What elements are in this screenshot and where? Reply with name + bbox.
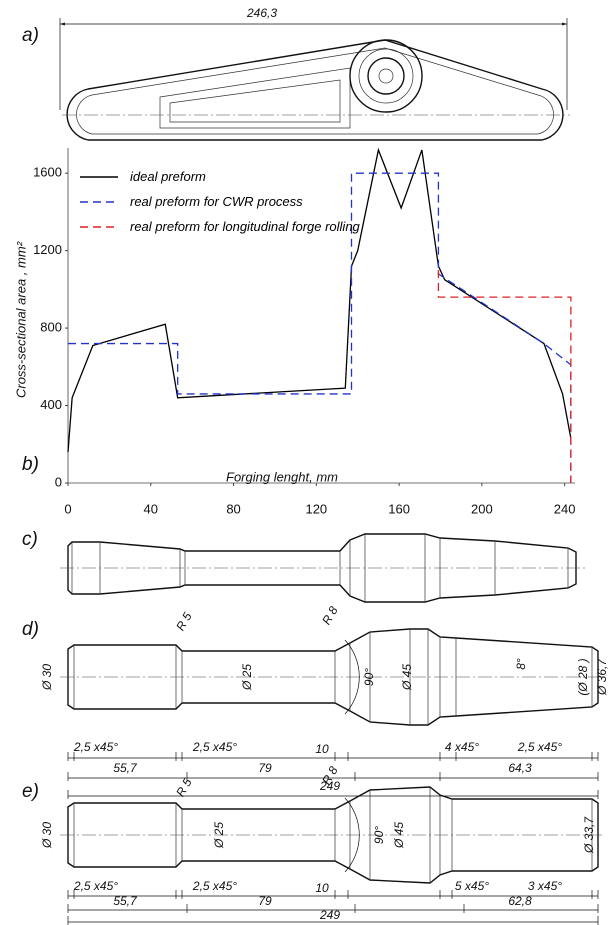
x-tick-label: 80 <box>226 501 240 516</box>
chart: 0 400 800 1200 1600 0 40 80 120 160 200 240 Forging … <box>13 147 576 516</box>
dimension-text: Ø 30 <box>40 664 54 691</box>
boss <box>349 39 423 113</box>
shaft-drawing <box>60 628 605 799</box>
dimension-text: 64,3 <box>508 761 532 775</box>
dimension-text: R 5 <box>173 776 195 799</box>
dimension-text: 79 <box>258 894 272 908</box>
y-tick-label: 1200 <box>33 242 62 257</box>
legend-swatch <box>80 201 118 203</box>
dimension-text: Ø 25 <box>240 664 254 691</box>
dimension-text: 5 x45° <box>455 879 489 893</box>
panel-label: b) <box>22 454 39 475</box>
x-tick-label: 240 <box>554 501 576 516</box>
outline <box>67 628 599 726</box>
x-tick-label: 200 <box>471 501 493 516</box>
legend-swatch <box>80 176 118 178</box>
x-tick-label: 120 <box>305 501 327 516</box>
dimension-text: 2,5 x45° <box>73 879 118 893</box>
x-tick-label: 0 <box>64 501 71 516</box>
dimension-text: 10 <box>315 742 329 756</box>
x-tick-label: 40 <box>144 501 158 516</box>
dimension-text: 10 <box>315 881 329 895</box>
dimension-text: 3 x45° <box>528 879 562 893</box>
series-line <box>68 172 572 483</box>
rod-inner <box>76 47 554 135</box>
dimension-text: Ø 45 <box>400 664 414 691</box>
boss <box>367 57 405 95</box>
dimensions-d: R 5 R 8 Ø 30 Ø 25 90° Ø 45 8° (Ø 28 ) Ø … <box>40 604 609 794</box>
boss <box>358 48 414 104</box>
legend: ideal preform real preform for CWR proces… <box>80 168 380 243</box>
panel-label: e) <box>22 781 39 802</box>
dimension-text: Ø 25 <box>212 822 226 849</box>
dimension-text: Ø 36,7 <box>595 658 609 696</box>
dimension-text: 55,7 <box>113 761 138 775</box>
dimension-text: R 5 <box>173 610 195 633</box>
boss <box>378 68 394 84</box>
dimension-text: Ø 33,7 <box>582 816 596 854</box>
dimension-text: 2,5 x45° <box>73 740 118 754</box>
preform-drawing <box>60 533 585 603</box>
dimension-text: 249 <box>319 779 340 793</box>
dimension-text: 249 <box>319 908 340 922</box>
legend-label: real preform for CWR process <box>130 194 303 209</box>
x-axis-label: Forging lenght, mm <box>226 469 338 484</box>
rod-web <box>159 67 351 129</box>
dimension-text: 55,7 <box>113 894 138 908</box>
dimension-text: 246,3 <box>246 6 277 20</box>
dimensions-e: R 5 R 8 Ø 30 Ø 25 90° Ø 45 Ø 33,7 2,5 x4… <box>40 764 596 923</box>
panel-label: a) <box>22 25 39 46</box>
dimension-text: Ø 30 <box>40 822 54 849</box>
y-axis-label: Cross-sectional area , mm² <box>13 241 28 398</box>
legend-label: real preform for longitudinal forge roll… <box>130 219 360 234</box>
connecting-rod <box>66 39 564 141</box>
panel-label: d) <box>22 619 39 640</box>
dimension-text: 2,5 x45° <box>192 740 237 754</box>
dimension-text: Ø 45 <box>392 822 406 849</box>
outline <box>67 533 577 603</box>
dimension-text: R 8 <box>319 604 341 627</box>
angle-arc <box>344 797 360 873</box>
y-tick-label: 1600 <box>33 165 62 180</box>
series-line <box>67 147 572 453</box>
dimension-text: (Ø 28 ) <box>576 658 590 695</box>
series-line <box>437 269 572 483</box>
legend-label: ideal preform <box>130 169 206 184</box>
dimension-text: 62,8 <box>508 894 532 908</box>
dimension-text: 90° <box>362 668 376 686</box>
angle-arc <box>344 639 360 715</box>
dimension-text: 8° <box>514 658 528 670</box>
legend-entry: real preform for longitudinal forge roll… <box>80 218 380 235</box>
legend-entry: real preform for CWR process <box>80 193 380 210</box>
y-tick-label: 800 <box>40 320 62 335</box>
shaft-drawing <box>60 786 605 925</box>
legend-entry: ideal preform <box>80 168 380 185</box>
y-tick-label: 0 <box>55 474 62 489</box>
dimension-text: 2,5 x45° <box>517 740 562 754</box>
legend-swatch <box>80 226 118 228</box>
x-tick-label: 160 <box>388 501 410 516</box>
panel-label: c) <box>22 529 38 550</box>
dimension-text: 2,5 x45° <box>192 879 237 893</box>
dimension-text: 4 x45° <box>445 740 479 754</box>
dimension-text: 90° <box>372 826 386 844</box>
dimension-text: 79 <box>258 761 272 775</box>
y-tick-label: 400 <box>40 397 62 412</box>
